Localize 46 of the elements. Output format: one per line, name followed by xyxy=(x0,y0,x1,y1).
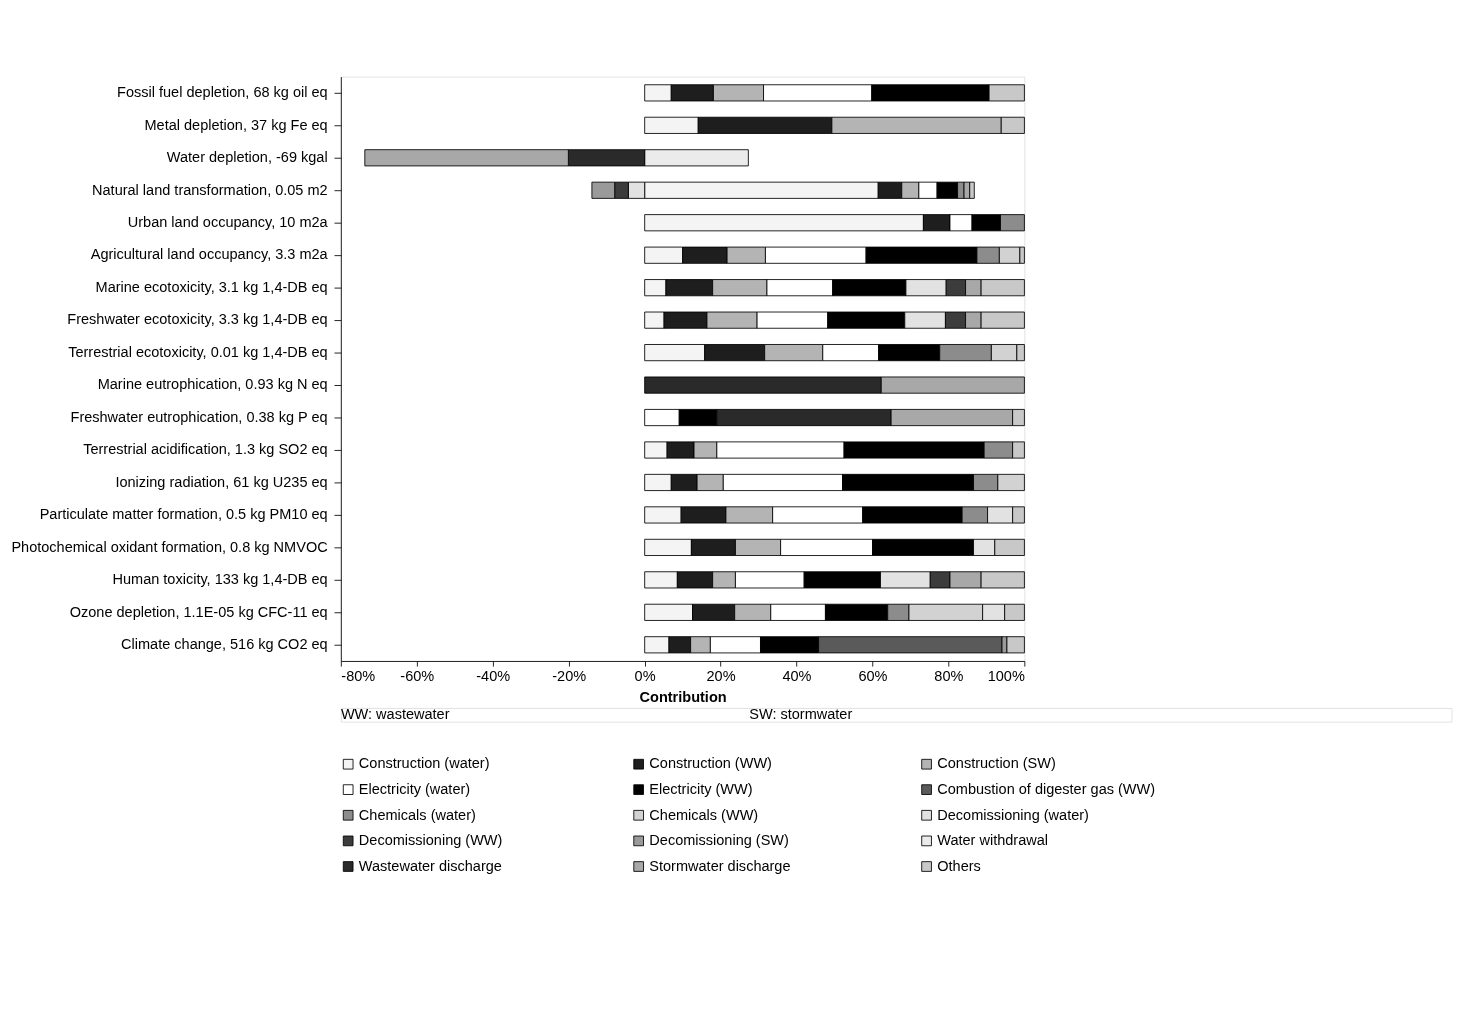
y-tick-label: Freshwater eutrophication, 0.38 kg P eq xyxy=(70,408,328,425)
text: SW: stormwater xyxy=(749,706,853,723)
x-tick-label: -60% xyxy=(400,668,435,685)
legend-label: Construction (WW) xyxy=(649,755,772,772)
y-tick-label: Freshwater ecotoxicity, 3.3 kg 1,4-DB eq xyxy=(67,311,328,328)
legend-label: Others xyxy=(937,857,981,874)
legend-label: Construction (SW) xyxy=(937,755,1056,772)
legend-label: Chemicals (water) xyxy=(358,806,476,823)
x-axis-title: Contribution xyxy=(639,688,727,705)
x-tick-label: 60% xyxy=(858,668,888,685)
x-tick-label: -80% xyxy=(341,668,376,685)
legend-label: Chemicals (WW) xyxy=(649,806,759,823)
legend-label: Decomissioning (water) xyxy=(937,806,1089,823)
y-tick-label: Ozone depletion, 1.1E-05 kg CFC-11 eq xyxy=(69,603,328,620)
y-tick-label: Marine ecotoxicity, 3.1 kg 1,4-DB eq xyxy=(95,278,328,295)
y-tick-label: Marine eutrophication, 0.93 kg N eq xyxy=(97,376,328,393)
y-tick-label: Terrestrial ecotoxicity, 0.01 kg 1,4-DB eq xyxy=(68,343,328,360)
y-tick-label: Ionizing radiation, 61 kg U235 eq xyxy=(115,473,328,490)
legend-label: Decomissioning (SW) xyxy=(649,832,789,849)
y-tick-label: Climate change, 516 kg CO2 eq xyxy=(121,636,328,653)
x-tick-label: 100% xyxy=(987,668,1025,685)
text: WW: wastewater xyxy=(340,706,450,723)
y-tick-label: Terrestrial acidification, 1.3 kg SO2 eq xyxy=(83,441,328,458)
legend-label: Wastewater discharge xyxy=(358,857,502,874)
x-tick-label: 0% xyxy=(634,668,656,685)
y-tick-label: Agricultural land occupancy, 3.3 m2a xyxy=(90,246,329,263)
legend-label: Decomissioning (WW) xyxy=(358,832,503,849)
legend-label: Combustion of digester gas (WW) xyxy=(937,780,1156,797)
legend-label: Stormwater discharge xyxy=(649,857,791,874)
x-tick-label: -40% xyxy=(476,668,511,685)
x-tick-label: 80% xyxy=(934,668,964,685)
legend-label: Construction (water) xyxy=(358,755,490,772)
x-tick-label: -20% xyxy=(552,668,587,685)
x-tick-label: 40% xyxy=(782,668,812,685)
y-tick-label: Metal depletion, 37 kg Fe eq xyxy=(144,116,328,133)
y-tick-label: Natural land transformation, 0.05 m2 xyxy=(92,181,328,198)
y-tick-label: Human toxicity, 133 kg 1,4-DB eq xyxy=(112,571,328,588)
y-tick-label: Fossil fuel depletion, 68 kg oil eq xyxy=(117,84,328,101)
legend-label: Water withdrawal xyxy=(937,832,1049,849)
y-tick-label: Water depletion, -69 kgal xyxy=(166,149,328,166)
y-tick-label: Photochemical oxidant formation, 0.8 kg NMVOC xyxy=(11,538,328,555)
x-tick-label: 20% xyxy=(706,668,736,685)
legend-label: Electricity (water) xyxy=(358,780,471,797)
y-tick-label: Urban land occupancy, 10 m2a xyxy=(127,214,329,231)
y-tick-label: Particulate matter formation, 0.5 kg PM10 eq xyxy=(39,506,328,523)
legend-label: Electricity (WW) xyxy=(649,780,753,797)
